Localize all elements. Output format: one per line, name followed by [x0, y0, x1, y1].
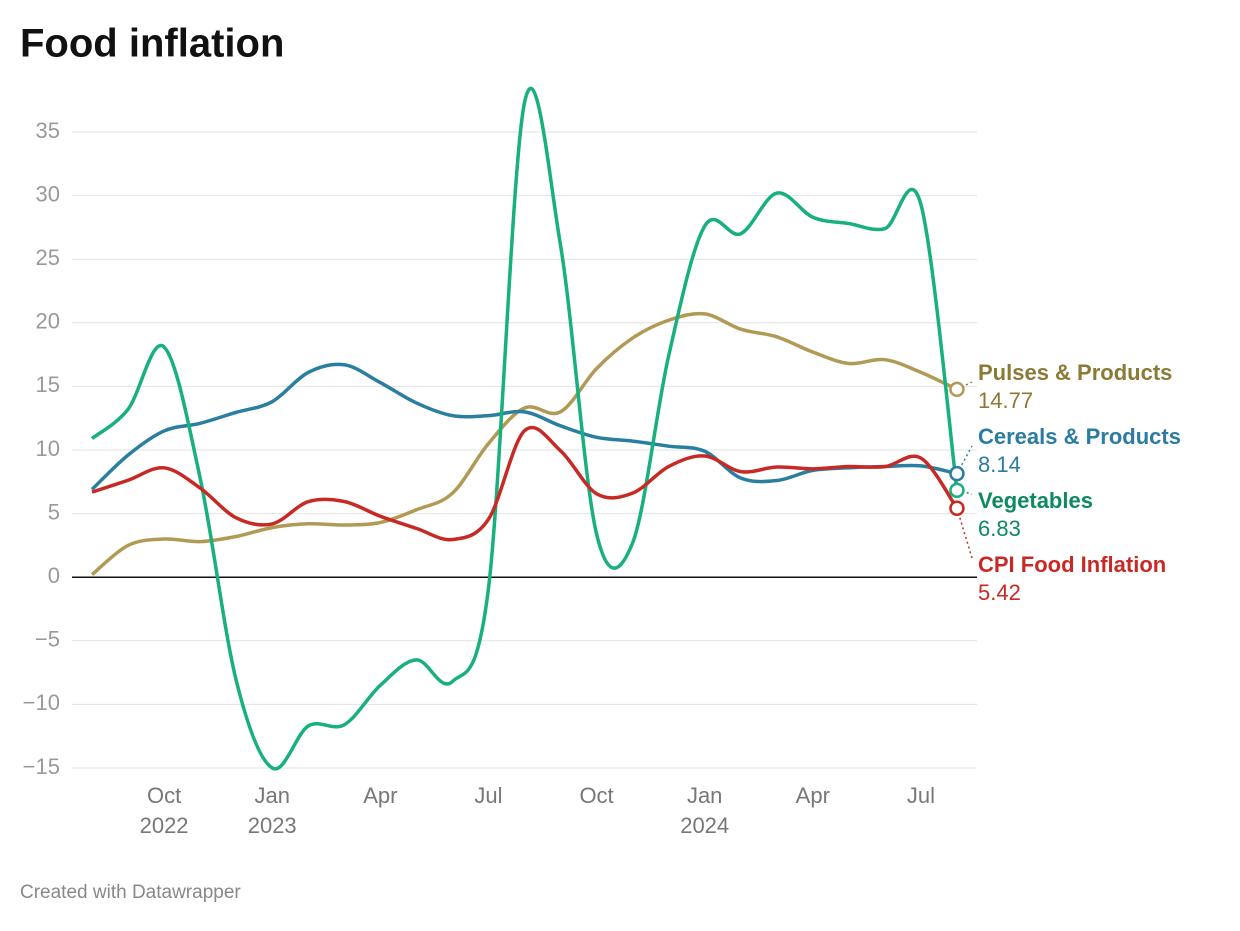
series-label: CPI Food Inflation [978, 552, 1166, 577]
end-point [949, 500, 965, 517]
y-tick-label: −10 [23, 690, 60, 715]
footer: Created with Datawrapper [20, 882, 241, 903]
y-tick-label: 20 [36, 309, 60, 334]
x-tick-label: Oct [579, 783, 613, 808]
y-tick-label: 35 [36, 118, 60, 143]
x-tick-label: Jul [474, 783, 502, 808]
y-tick-label: 0 [48, 563, 60, 588]
y-tick-label: −5 [35, 627, 60, 652]
series-value-label: 8.14 [978, 452, 1021, 477]
y-tick-label: 10 [36, 436, 60, 461]
y-tick-label: 15 [36, 372, 60, 397]
chart-title: Food inflation [20, 22, 284, 66]
x-tick-label: Oct [147, 783, 181, 808]
x-tick-label: Jan [687, 783, 722, 808]
series-value-label: 6.83 [978, 516, 1021, 541]
series-line [91, 425, 959, 542]
end-point [949, 381, 965, 398]
x-tick-label: Jul [907, 783, 935, 808]
series-line [90, 86, 959, 771]
x-tick-year: 2023 [248, 813, 297, 838]
x-tick-label: Apr [796, 783, 830, 808]
x-tick-year: 2024 [680, 813, 729, 838]
y-tick-label: −15 [23, 754, 60, 779]
end-point [949, 482, 965, 499]
y-tick-label: 30 [36, 181, 60, 206]
series-label: Cereals & Products [978, 424, 1181, 449]
y-tick-label: 25 [36, 245, 60, 270]
label-connector [956, 508, 973, 559]
y-tick-label: 5 [48, 499, 60, 524]
series-value-label: 14.77 [978, 388, 1033, 413]
series-line [90, 362, 958, 491]
end-point [949, 465, 965, 482]
series-label: Vegetables [978, 488, 1093, 513]
x-tick-label: Jan [254, 783, 289, 808]
series-value-label: 5.42 [978, 580, 1021, 605]
series-label: Pulses & Products [978, 360, 1172, 385]
x-tick-year: 2022 [140, 813, 189, 838]
series-line [90, 311, 958, 577]
x-tick-label: Apr [363, 783, 397, 808]
